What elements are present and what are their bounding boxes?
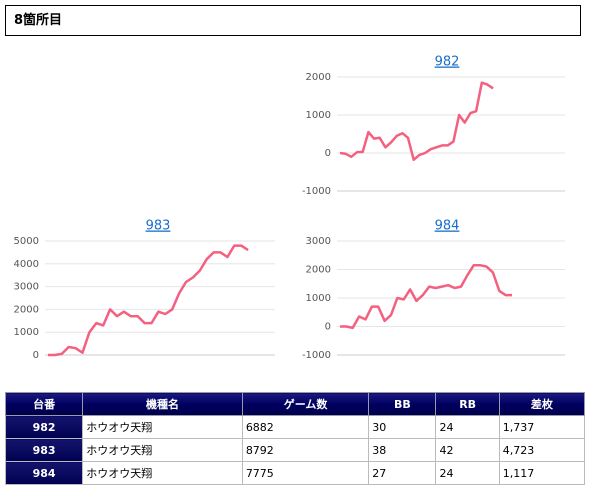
y-tick-label: 2000: [14, 304, 39, 315]
table-cell: 984: [4, 461, 84, 485]
table-row: 984 ホウオウ天翔 7775 27 24 1,117: [4, 461, 586, 485]
charts: 982 -1000 0 1000 2000 983 0 1000 2000 3000 4000 500…: [14, 55, 565, 361]
y-tick-label: 3000: [306, 236, 331, 247]
table-row: 983 ホウオウ天翔 8792 38 42 4,723: [4, 438, 586, 462]
table-cell: 982: [4, 415, 84, 439]
table-cell: 1,117: [498, 461, 586, 485]
y-tick-label: 5000: [14, 236, 39, 247]
y-tick-label: 2000: [306, 265, 331, 276]
table-cell: ホウオウ天翔: [82, 438, 243, 462]
chart-title[interactable]: 983: [146, 219, 171, 234]
y-tick-label: 0: [325, 148, 331, 159]
result-table: 台番 機種名 ゲーム数 BB RB 差枚 982 ホウオウ天翔 6882 30 24 1,737 98…: [4, 392, 586, 485]
column-header: 台番: [4, 392, 84, 416]
chart-title[interactable]: 984: [435, 219, 460, 234]
page-header: 8箇所目: [5, 5, 581, 36]
y-tick-label: 0: [33, 350, 39, 361]
table-cell: 30: [368, 415, 437, 439]
table-cell: 6882: [241, 415, 370, 439]
data-line: [48, 244, 249, 357]
y-tick-label: 1000: [306, 293, 331, 304]
table-cell: 24: [435, 461, 500, 485]
data-line: [340, 263, 512, 330]
table-cell: ホウオウ天翔: [82, 415, 243, 439]
y-tick-label: 1000: [14, 327, 39, 338]
table-cell: 24: [435, 415, 500, 439]
table-cell: 38: [368, 438, 437, 462]
chart-title[interactable]: 982: [435, 55, 460, 70]
y-tick-label: 1000: [306, 110, 331, 121]
column-header: 機種名: [82, 392, 243, 416]
header-row: 台番 機種名 ゲーム数 BB RB 差枚: [4, 392, 586, 416]
table-cell: 8792: [241, 438, 370, 462]
table-cell: 983: [4, 438, 84, 462]
y-tick-label: 2000: [306, 72, 331, 83]
table-cell: 42: [435, 438, 500, 462]
column-header: RB: [435, 392, 500, 416]
y-tick-label: -1000: [302, 186, 331, 197]
table-cell: ホウオウ天翔: [82, 461, 243, 485]
y-tick-label: -1000: [302, 350, 331, 361]
table-cell: 1,737: [498, 415, 586, 439]
y-tick-label: 0: [325, 322, 331, 333]
column-header: 差枚: [498, 392, 586, 416]
table-row: 982 ホウオウ天翔 6882 30 24 1,737: [4, 415, 586, 439]
y-tick-label: 3000: [14, 282, 39, 293]
y-tick-label: 4000: [14, 259, 39, 270]
table-cell: 4,723: [498, 438, 586, 462]
table-cell: 27: [368, 461, 437, 485]
column-header: BB: [368, 392, 437, 416]
data-line: [339, 81, 494, 162]
column-header: ゲーム数: [241, 392, 370, 416]
table-cell: 7775: [241, 461, 370, 485]
